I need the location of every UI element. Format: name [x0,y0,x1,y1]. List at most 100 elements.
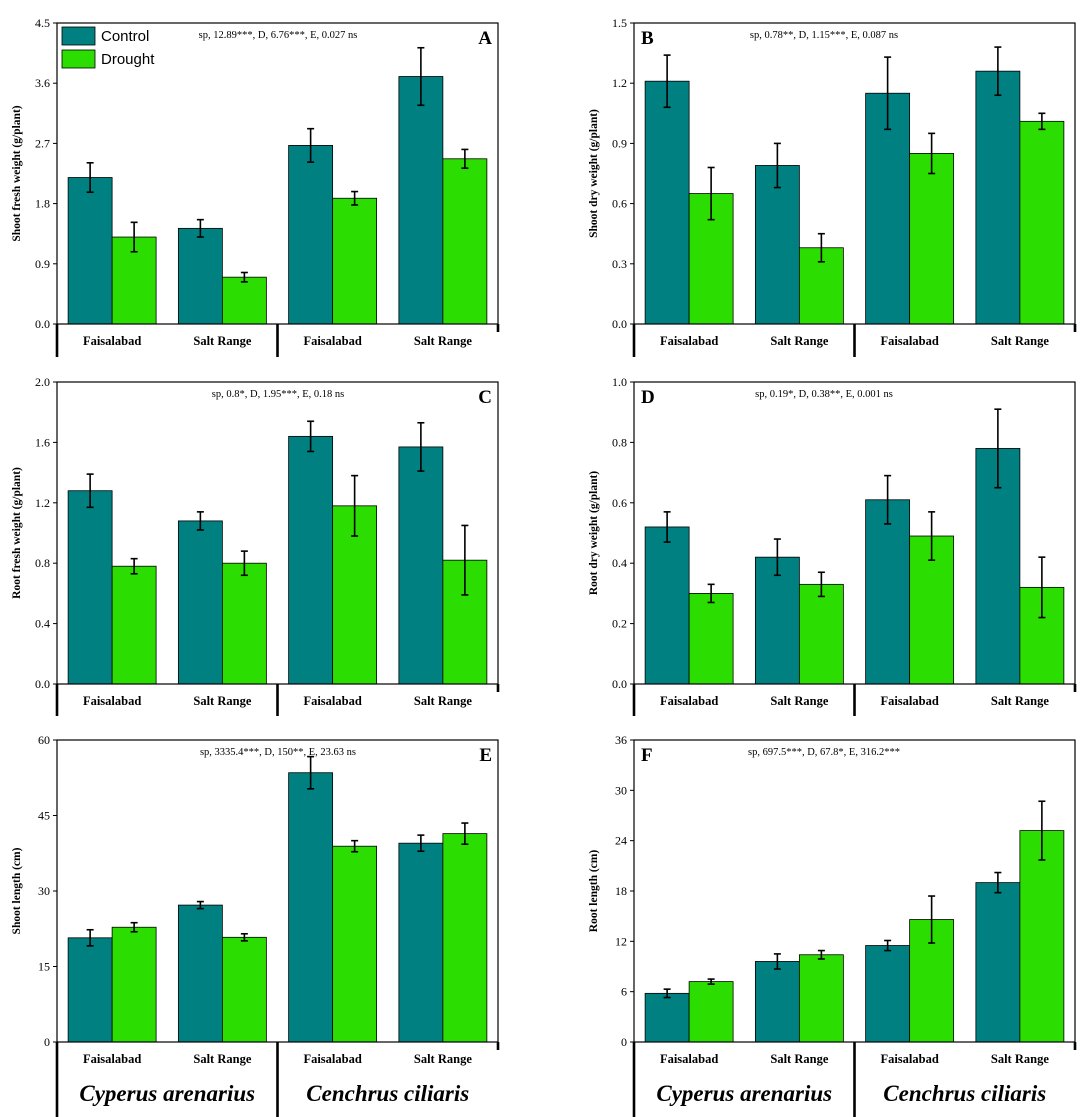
bar-drought-4 [442,833,488,1043]
x-category-label: Faisalabad [303,334,361,348]
y-tick-label: 0.2 [612,617,627,631]
y-tick-label: 0.0 [612,317,627,331]
y-tick-label: 1.2 [612,76,627,90]
stats-annotation: sp, 697.5***, D, 67.8*, E, 316.2*** [748,747,900,758]
x-category-label: Salt Range [991,694,1049,708]
bar-drought-1 [111,926,157,1043]
bar-control-4 [975,70,1021,325]
panel-a: 0.0 0.9 1.8 2.7 3.6 4.5 Shoot fresh weight (g/… [11,16,500,357]
bar-control-3 [865,945,911,1043]
y-tick-label: 12 [615,934,627,948]
y-tick-label: 2.7 [35,136,50,150]
species-label: Cenchrus ciliaris [883,1081,1046,1106]
bar-control-2 [177,904,223,1043]
bar-control-2 [177,227,223,325]
y-tick-label: 3.6 [35,76,50,90]
bar-drought-4 [1019,120,1065,325]
x-category-label: Salt Range [991,1052,1049,1066]
x-category-label: Salt Range [193,334,251,348]
legend-swatch-drought [61,49,96,69]
bar-control-3 [865,92,911,325]
stats-annotation: sp, 0.19*, D, 0.38**, E, 0.001 ns [755,389,893,400]
bar-control-1 [67,490,113,685]
y-tick-label: 1.5 [612,16,627,30]
y-tick-label: 0.0 [612,677,627,691]
bar-control-3 [288,435,334,685]
y-axis-label: Root fresh weight (g/plant) [11,467,23,599]
bar-drought-2 [798,583,844,685]
y-axis-label: Root dry weight (g/plant) [588,471,600,595]
bar-control-1 [644,526,690,685]
panel-letter: E [479,745,492,766]
x-category-label: Salt Range [193,694,251,708]
legend-label: Control [101,28,149,45]
bar-drought-1 [688,593,734,685]
y-tick-label: 15 [38,960,50,974]
bar-control-2 [754,961,800,1043]
stats-annotation: sp, 3335.4***, D, 150**, E, 23.63 ns [200,747,356,758]
y-tick-label: 0.8 [612,435,627,449]
bar-control-2 [754,165,800,325]
bar-drought-3 [332,197,378,325]
x-category-label: Faisalabad [83,334,141,348]
y-tick-label: 1.6 [35,435,50,449]
x-category-label: Salt Range [414,334,472,348]
x-category-label: Faisalabad [880,694,938,708]
bar-control-3 [288,772,334,1043]
y-axis-label: Shoot dry weight (g/plant) [588,109,600,238]
panel-letter: C [478,387,492,408]
y-tick-label: 24 [615,834,627,848]
panel-d: 0.0 0.2 0.4 0.6 0.8 1.0 Root dry weight (g/pla… [588,375,1077,716]
y-tick-label: 60 [38,733,50,747]
stats-annotation: sp, 0.78**, D, 1.15***, E, 0.087 ns [750,30,898,41]
y-tick-label: 0.9 [35,257,50,271]
y-tick-label: 1.2 [35,496,50,510]
bar-control-2 [177,520,223,685]
y-tick-label: 6 [621,985,627,999]
panel-f: 0 6 12 18 24 30 36 Root length (cm) F sp, 697.5**… [588,733,1077,1117]
panel-letter: F [641,745,653,766]
y-tick-label: 30 [38,884,50,898]
y-tick-label: 0 [621,1035,627,1049]
bar-drought-4 [442,158,488,325]
panel-letter: A [478,28,492,49]
bar-drought-2 [221,562,267,685]
panel-letter: D [641,387,655,408]
bar-drought-3 [909,153,955,325]
x-category-label: Salt Range [193,1052,251,1066]
bar-drought-1 [111,565,157,685]
bar-drought-1 [688,981,734,1043]
y-tick-label: 0.6 [612,197,627,211]
y-tick-label: 0.4 [612,556,627,570]
y-tick-label: 30 [615,783,627,797]
bar-drought-2 [221,936,267,1043]
legend-swatch-control [61,26,96,46]
y-axis-label: Shoot length (cm) [11,847,23,934]
y-tick-label: 0 [44,1035,50,1049]
x-category-label: Faisalabad [660,1052,718,1066]
bar-control-1 [644,80,690,325]
y-tick-label: 1.0 [612,375,627,389]
y-tick-label: 0.0 [35,317,50,331]
y-tick-label: 36 [615,733,627,747]
species-label: Cenchrus ciliaris [306,1081,469,1106]
stats-annotation: sp, 0.8*, D, 1.95***, E, 0.18 ns [212,389,344,400]
x-category-label: Faisalabad [880,334,938,348]
panel-b: 0.0 0.3 0.6 0.9 1.2 1.5 Shoot dry weight (g/pl… [588,16,1077,357]
x-category-label: Salt Range [770,694,828,708]
bar-control-2 [754,556,800,685]
x-category-label: Salt Range [770,334,828,348]
stats-annotation: sp, 12.89***, D, 6.76***, E, 0.027 ns [199,30,358,41]
bar-drought-2 [798,954,844,1043]
legend: Control Drought [61,26,155,69]
bar-drought-4 [1019,830,1065,1043]
y-tick-label: 4.5 [35,16,50,30]
x-category-label: Faisalabad [83,694,141,708]
y-tick-label: 0.6 [612,496,627,510]
y-tick-label: 18 [615,884,627,898]
x-category-label: Salt Range [991,334,1049,348]
bar-control-4 [975,882,1021,1043]
bar-control-4 [398,446,444,685]
x-category-label: Faisalabad [303,694,361,708]
